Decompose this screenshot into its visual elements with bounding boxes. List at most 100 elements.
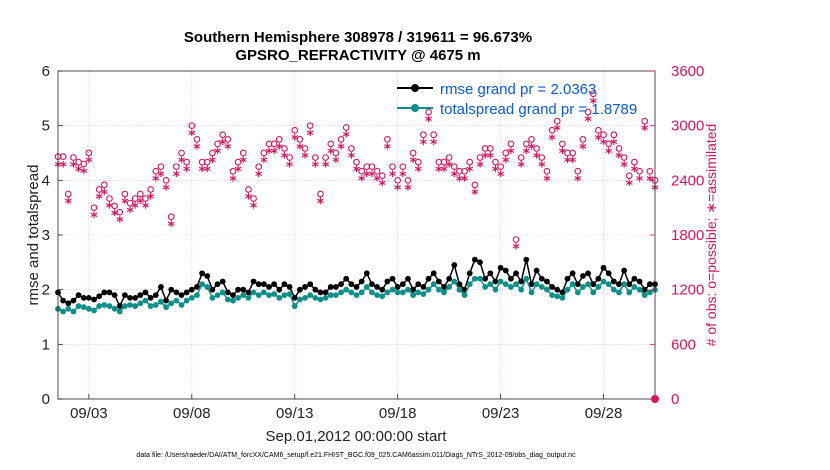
obs-assimilated-point: * — [502, 155, 510, 171]
obs-assimilated-point: * — [132, 201, 140, 217]
obs-assimilated-point: * — [224, 141, 232, 157]
rmse-point — [405, 275, 411, 282]
obs-assimilated-point: * — [512, 242, 520, 258]
obs-assimilated-point: * — [286, 160, 294, 176]
totalspread-point — [379, 293, 386, 300]
totalspread-point — [327, 292, 334, 299]
rmse-point — [446, 275, 453, 282]
obs-possible-point — [311, 154, 319, 161]
obs-assimilated-point: * — [322, 160, 330, 176]
obs-possible-point — [229, 167, 237, 175]
obs-assimilated-point: * — [276, 141, 284, 157]
totalspread-point — [338, 289, 344, 296]
obs-possible-point — [167, 213, 175, 221]
y-left-tick-label: 3 — [42, 227, 50, 244]
obs-assimilated-point: * — [471, 187, 479, 203]
y-left-tick-label: 4 — [42, 172, 50, 189]
totalspread-point — [626, 289, 633, 296]
rmse-point — [132, 294, 139, 301]
obs-assimilated-point: * — [85, 155, 93, 171]
obs-assimilated-point: * — [168, 219, 176, 235]
totalspread-point — [137, 300, 144, 307]
obs-assimilated-point: * — [70, 160, 78, 176]
rmse-point — [194, 284, 200, 290]
obs-possible-point — [162, 176, 170, 184]
rmse-point — [559, 289, 566, 296]
rmse-point — [127, 294, 133, 301]
totalspread-point — [580, 284, 586, 290]
obs-possible-point — [306, 122, 314, 130]
obs-assimilated-point: * — [590, 96, 598, 112]
rmse-point — [230, 292, 236, 299]
legend-label-spread: totalspread grand pr = 1.8789 — [440, 101, 637, 118]
obs-possible-point — [183, 158, 191, 166]
obs-assimilated-point: * — [554, 123, 562, 139]
obs-assimilated-point: * — [296, 141, 304, 157]
totalspread-point — [111, 305, 118, 312]
obs-possible-point — [250, 195, 257, 202]
rmse-point — [250, 278, 257, 285]
totalspread-point — [219, 289, 226, 296]
totalspread-point — [230, 297, 236, 304]
rmse-point — [101, 289, 108, 296]
data-file-footer: data file: /Users/raeder/DAI/ATM_forcXX/… — [136, 452, 576, 459]
obs-possible-point — [358, 167, 365, 175]
obs-assimilated-point: * — [435, 164, 443, 180]
obs-possible-point — [260, 149, 268, 157]
obs-assimilated-point: * — [80, 166, 88, 182]
obs-assimilated-point: * — [317, 196, 325, 212]
rmse-point — [374, 284, 380, 290]
obs-assimilated-point: * — [178, 155, 186, 171]
obs-assimilated-point: * — [579, 141, 587, 157]
chart-title-line2: GPSRO_REFRACTIVITY @ 4675 m — [235, 47, 480, 64]
totalspread-point — [646, 289, 653, 296]
rmse-point — [343, 275, 350, 282]
rmse-point — [317, 289, 324, 296]
rmse-point — [96, 293, 103, 300]
obs-possible-point — [368, 163, 376, 171]
obs-assimilated-point: * — [137, 196, 145, 212]
y-left-tick-label: 6 — [42, 63, 50, 80]
rmse-point — [538, 275, 545, 282]
obs-possible-point — [450, 163, 458, 171]
rmse-point — [183, 289, 190, 296]
rmse-point — [353, 284, 360, 290]
rmse-point — [636, 278, 643, 285]
rmse-point — [641, 286, 648, 293]
obs-assimilated-point: * — [548, 132, 556, 148]
rmse-point — [106, 289, 113, 296]
legend-label-rmse: rmse grand pr = 2.0363 — [440, 81, 596, 98]
obs-possible-point — [589, 90, 597, 98]
totalspread-point — [363, 284, 370, 290]
totalspread-point — [209, 294, 216, 301]
obs-possible-point — [636, 167, 643, 175]
totalspread-point — [549, 292, 555, 299]
rmse-point — [302, 284, 308, 290]
obs-possible-point — [291, 126, 299, 134]
rmse-point — [65, 300, 72, 307]
totalspread-point — [250, 289, 257, 296]
ticks-layer: 0 0 1 600 2 1200 3 1800 4 2400 5 3000 6 3600 09/03 09/0… — [42, 63, 705, 422]
obs-possible-point — [152, 167, 160, 175]
totalspread-point — [178, 302, 185, 308]
totalspread-point — [266, 292, 272, 299]
totalspread-point — [430, 281, 437, 288]
totalspread-point — [605, 281, 612, 288]
obs-possible-point — [322, 154, 329, 161]
rmse-point — [497, 264, 504, 271]
totalspread-point — [631, 284, 638, 290]
y-right-tick-label: 0 — [671, 391, 679, 408]
obs-assimilated-point: * — [343, 130, 351, 146]
obs-possible-point — [142, 195, 149, 202]
totalspread-point — [214, 292, 221, 299]
totalspread-point — [271, 291, 278, 297]
obs-assimilated-point: * — [636, 173, 644, 189]
obs-possible-point — [579, 135, 587, 143]
rmse-point — [199, 270, 206, 277]
obs-assimilated-point: * — [481, 151, 489, 167]
totalspread-point — [435, 286, 442, 293]
obs-assimilated-point: * — [250, 201, 258, 217]
obs-possible-point — [270, 140, 278, 148]
rmse-point — [224, 289, 231, 296]
totalspread-point — [70, 308, 77, 315]
